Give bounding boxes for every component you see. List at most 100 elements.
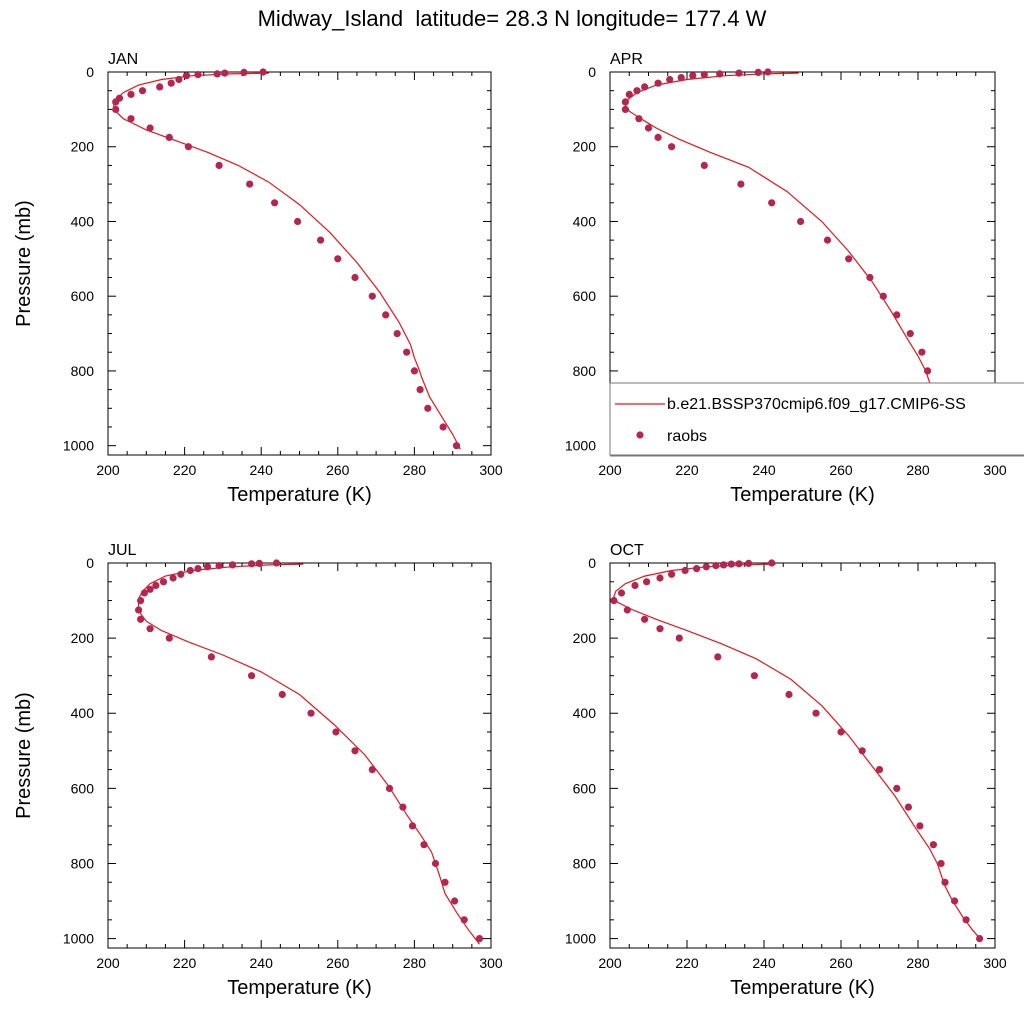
raobs-point bbox=[937, 859, 945, 868]
raobs-point bbox=[858, 747, 866, 755]
model-profile-line bbox=[138, 563, 480, 945]
raobs-point bbox=[764, 68, 772, 76]
x-axis-label: Temperature (K) bbox=[227, 484, 372, 506]
y-tick-label: 600 bbox=[573, 288, 597, 304]
x-tick-label: 300 bbox=[479, 462, 503, 478]
legend-obs-label: raobs bbox=[667, 428, 707, 445]
panel-label: JUL bbox=[108, 542, 137, 559]
raobs-point bbox=[700, 161, 708, 169]
raobs-point bbox=[837, 728, 845, 736]
raobs-point bbox=[385, 784, 394, 793]
raobs-point bbox=[127, 115, 135, 123]
y-tick-label: 200 bbox=[573, 630, 597, 646]
raobs-point bbox=[720, 561, 728, 569]
raobs-point bbox=[906, 330, 914, 338]
x-tick-label: 280 bbox=[906, 462, 930, 478]
raobs-point bbox=[146, 625, 154, 633]
raobs-point bbox=[175, 75, 183, 84]
x-tick-label: 260 bbox=[829, 955, 853, 971]
raobs-point bbox=[745, 559, 753, 568]
raobs-point bbox=[976, 935, 984, 943]
x-tick-label: 220 bbox=[173, 955, 197, 971]
raobs-point bbox=[382, 311, 390, 319]
raobs-point bbox=[259, 68, 267, 76]
raobs-point bbox=[656, 574, 664, 582]
raobs-point bbox=[668, 143, 676, 151]
y-tick-label: 0 bbox=[588, 64, 596, 80]
y-tick-label: 800 bbox=[573, 363, 597, 379]
raobs-point bbox=[823, 236, 832, 244]
y-tick-label: 0 bbox=[588, 555, 596, 571]
figure-title: Midway_Island latitude= 28.3 N longitude… bbox=[257, 6, 767, 31]
raobs-point bbox=[737, 180, 745, 188]
raobs-point bbox=[643, 578, 651, 586]
raobs-point bbox=[633, 87, 641, 95]
raobs-point bbox=[941, 878, 949, 886]
y-tick-label: 1000 bbox=[565, 931, 596, 947]
x-tick-label: 240 bbox=[752, 955, 776, 971]
y-tick-label: 800 bbox=[573, 855, 597, 871]
x-axis-label: Temperature (K) bbox=[730, 484, 875, 506]
raobs-point bbox=[700, 71, 708, 79]
raobs-point bbox=[184, 143, 192, 151]
legend-model-label: b.e21.BSSP370cmip6.f09_g17.CMIP6-SS bbox=[667, 396, 966, 413]
raobs-point bbox=[929, 841, 938, 849]
raobs-point bbox=[735, 69, 743, 77]
raobs-point bbox=[716, 70, 724, 78]
y-axis-label: Pressure (mb) bbox=[13, 200, 35, 327]
raobs-point bbox=[452, 442, 461, 450]
raobs-point bbox=[727, 560, 735, 568]
raobs-point bbox=[393, 330, 401, 338]
legend-box bbox=[609, 382, 1024, 456]
raobs-point bbox=[248, 672, 256, 680]
raobs-point bbox=[750, 672, 759, 680]
raobs-point bbox=[137, 615, 145, 623]
raobs-point bbox=[271, 199, 279, 207]
raobs-point bbox=[460, 916, 468, 924]
raobs-point bbox=[137, 597, 145, 605]
y-tick-label: 0 bbox=[86, 64, 94, 80]
raobs-point bbox=[152, 581, 160, 590]
raobs-point bbox=[918, 348, 926, 356]
raobs-point bbox=[135, 606, 143, 614]
raobs-point bbox=[278, 690, 286, 699]
x-axis-label: Temperature (K) bbox=[730, 977, 875, 999]
raobs-point bbox=[221, 69, 229, 77]
raobs-point bbox=[735, 560, 743, 568]
y-axis-label: Pressure (mb) bbox=[13, 692, 35, 819]
raobs-point bbox=[666, 75, 674, 84]
raobs-point bbox=[207, 653, 215, 661]
panel-label: APR bbox=[610, 51, 643, 68]
raobs-point bbox=[689, 72, 697, 80]
raobs-point bbox=[893, 311, 901, 319]
raobs-point bbox=[334, 255, 342, 263]
raobs-point bbox=[156, 83, 164, 91]
model-profile-line bbox=[613, 563, 982, 941]
raobs-point bbox=[159, 578, 168, 586]
y-tick-label: 1000 bbox=[63, 438, 94, 454]
raobs-point bbox=[654, 79, 662, 87]
raobs-point bbox=[924, 367, 932, 375]
x-tick-label: 240 bbox=[250, 462, 274, 478]
raobs-point bbox=[215, 161, 223, 169]
raobs-point bbox=[182, 72, 191, 80]
raobs-point bbox=[714, 653, 722, 661]
raobs-point bbox=[712, 562, 720, 570]
x-tick-label: 300 bbox=[983, 462, 1007, 478]
raobs-point bbox=[621, 105, 630, 113]
raobs-point bbox=[317, 236, 325, 244]
raobs-point bbox=[112, 105, 120, 113]
raobs-point bbox=[677, 74, 685, 82]
raobs-point bbox=[893, 784, 901, 793]
y-tick-label: 800 bbox=[71, 855, 95, 871]
raobs-point bbox=[439, 423, 447, 431]
panel-jul: 200 220 240 260 280 300 0 200 400 600 800 1000 JUL Te… bbox=[13, 542, 503, 999]
raobs-point bbox=[112, 98, 120, 106]
y-tick-label: 1000 bbox=[63, 931, 94, 947]
raobs-point bbox=[165, 133, 173, 141]
raobs-point bbox=[451, 897, 459, 905]
x-tick-label: 240 bbox=[752, 462, 776, 478]
raobs-point bbox=[138, 87, 147, 95]
